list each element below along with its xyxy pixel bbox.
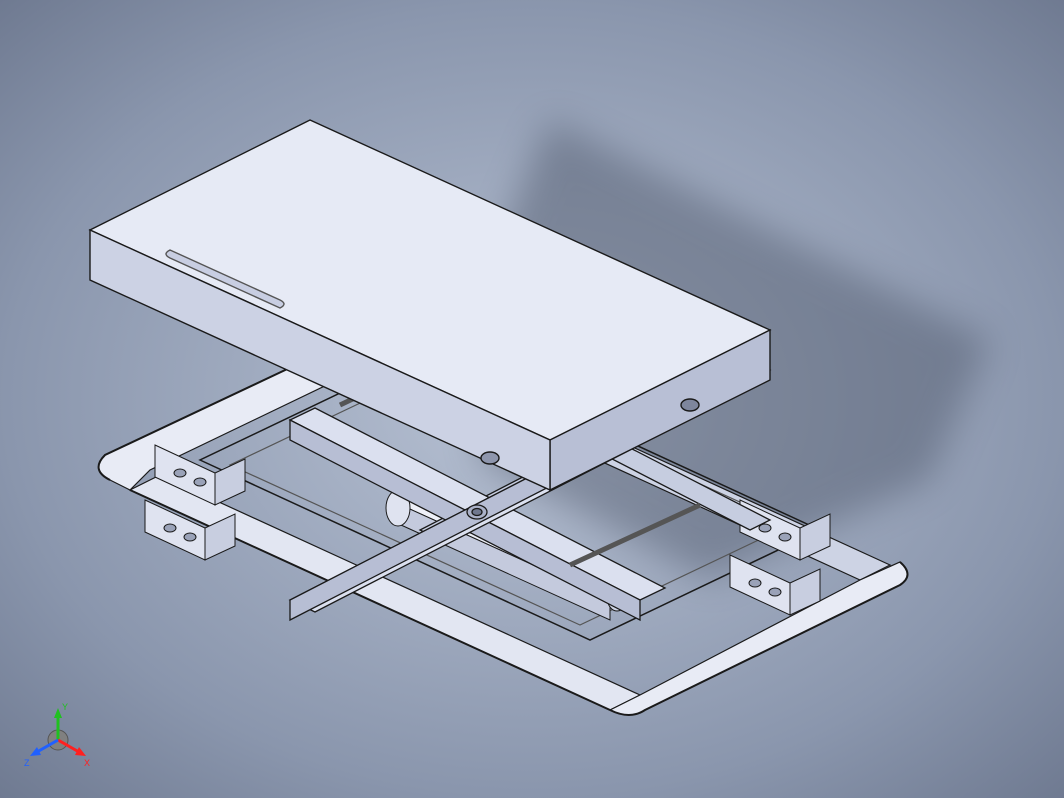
axis-x-label: X: [84, 758, 90, 768]
cad-viewport[interactable]: Y X Z: [0, 0, 1064, 798]
axis-z[interactable]: Z: [24, 740, 58, 768]
axis-y-label: Y: [62, 702, 68, 712]
orientation-triad[interactable]: Y X Z: [18, 700, 98, 780]
axis-z-label: Z: [24, 758, 30, 768]
axis-x[interactable]: X: [58, 740, 90, 768]
model-scissor-lift[interactable]: [50, 60, 1010, 740]
